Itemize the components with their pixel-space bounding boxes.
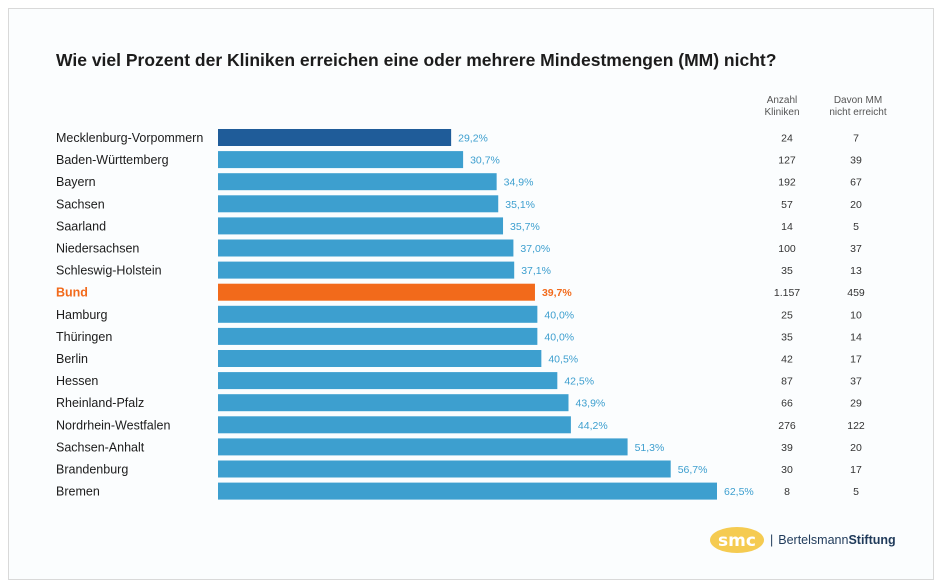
anzahl-kliniken-bremen: 8 (784, 486, 790, 498)
category-label-niedersachsen: Niedersachsen (56, 242, 139, 256)
bertelsmann-stiftung-logo: | BertelsmannStiftung (770, 533, 896, 547)
value-label-nordrhein-westfalen: 44,2% (578, 420, 608, 432)
bar-berlin (218, 350, 542, 367)
category-label-mecklenburg-vorpommern: Mecklenburg-Vorpommern (56, 131, 203, 145)
value-label-hessen: 42,5% (564, 376, 594, 388)
anzahl-kliniken-rheinland-pfalz: 66 (781, 398, 793, 410)
bar-brandenburg (218, 460, 671, 478)
anzahl-kliniken-bund: 1.157 (774, 287, 800, 299)
value-label-bayern: 34,9% (504, 177, 534, 189)
bar-niedersachsen (218, 239, 514, 257)
anzahl-kliniken-thueringen: 35 (781, 331, 793, 343)
value-label-sachsen: 35,1% (505, 199, 535, 211)
bar-mecklenburg-vorpommern (218, 129, 452, 146)
bar-sachsen-anhalt (218, 438, 628, 456)
davon-nicht-erreicht-hamburg: 10 (850, 309, 862, 321)
davon-nicht-erreicht-bund: 459 (847, 287, 865, 299)
value-label-bund: 39,7% (542, 287, 572, 299)
anzahl-kliniken-mecklenburg-vorpommern: 24 (781, 133, 793, 145)
value-label-thueringen: 40,0% (544, 331, 574, 343)
value-label-brandenburg: 56,7% (678, 464, 708, 476)
value-label-hamburg: 40,0% (544, 309, 574, 321)
category-label-thueringen: Thüringen (56, 330, 112, 344)
chart-title: Wie viel Prozent der Kliniken erreichen … (56, 50, 777, 70)
anzahl-kliniken-hamburg: 25 (781, 309, 793, 321)
anzahl-kliniken-sachsen: 57 (781, 199, 793, 211)
bar-bund (218, 283, 535, 301)
value-label-schleswig-holstein: 37,1% (521, 265, 551, 277)
davon-nicht-erreicht-mecklenburg-vorpommern: 7 (853, 133, 859, 145)
davon-nicht-erreicht-sachsen: 20 (850, 199, 862, 211)
bar-bremen (218, 482, 717, 500)
davon-nicht-erreicht-rheinland-pfalz: 29 (850, 398, 862, 410)
davon-nicht-erreicht-nordrhein-westfalen: 122 (847, 420, 865, 432)
davon-nicht-erreicht-thueringen: 14 (850, 331, 862, 343)
davon-nicht-erreicht-brandenburg: 17 (850, 464, 862, 476)
category-label-berlin: Berlin (56, 352, 88, 366)
value-label-niedersachsen: 37,0% (520, 243, 550, 255)
category-label-brandenburg: Brandenburg (56, 463, 128, 477)
bar-hamburg (218, 305, 538, 323)
davon-nicht-erreicht-niedersachsen: 37 (850, 243, 862, 255)
category-label-hamburg: Hamburg (56, 308, 107, 322)
value-label-bremen: 62,5% (724, 486, 754, 498)
anzahl-kliniken-saarland: 14 (781, 221, 793, 233)
davon-nicht-erreicht-baden-wuerttemberg: 39 (850, 155, 862, 167)
category-label-baden-wuerttemberg: Baden-Württemberg (56, 153, 169, 167)
column-header-davon-mm: Davon MM nicht erreicht (829, 95, 887, 118)
davon-nicht-erreicht-sachsen-anhalt: 20 (850, 442, 862, 454)
bar-nordrhein-westfalen (218, 416, 571, 434)
value-label-baden-wuerttemberg: 30,7% (470, 155, 500, 167)
category-label-nordrhein-westfalen: Nordrhein-Westfalen (56, 418, 170, 432)
davon-nicht-erreicht-schleswig-holstein: 13 (850, 265, 862, 277)
anzahl-kliniken-berlin: 42 (781, 354, 793, 366)
anzahl-kliniken-nordrhein-westfalen: 276 (778, 420, 796, 432)
category-label-bund: Bund (56, 286, 88, 300)
category-label-bremen: Bremen (56, 485, 100, 499)
category-label-rheinland-pfalz: Rheinland-Pfalz (56, 396, 144, 410)
bar-hessen (218, 372, 558, 390)
anzahl-kliniken-sachsen-anhalt: 39 (781, 442, 793, 454)
anzahl-kliniken-brandenburg: 30 (781, 464, 793, 476)
bar-schleswig-holstein (218, 261, 515, 279)
category-label-bayern: Bayern (56, 175, 96, 189)
column-header-anzahl-kliniken: Anzahl Kliniken (764, 95, 800, 118)
smc-logo-text: smc (718, 531, 756, 551)
category-label-hessen: Hessen (56, 374, 98, 388)
category-label-sachsen-anhalt: Sachsen-Anhalt (56, 440, 145, 454)
bar-sachsen (218, 195, 499, 213)
bar-bayern (218, 173, 497, 191)
anzahl-kliniken-bayern: 192 (778, 177, 796, 189)
davon-nicht-erreicht-bremen: 5 (853, 486, 859, 498)
bar-thueringen (218, 327, 538, 345)
bar-saarland (218, 217, 504, 235)
anzahl-kliniken-baden-wuerttemberg: 127 (778, 155, 796, 167)
anzahl-kliniken-niedersachsen: 100 (778, 243, 796, 255)
davon-nicht-erreicht-berlin: 17 (850, 354, 862, 366)
smc-logo: smc (710, 527, 764, 553)
value-label-mecklenburg-vorpommern: 29,2% (458, 133, 488, 145)
anzahl-kliniken-schleswig-holstein: 35 (781, 265, 793, 277)
category-label-sachsen: Sachsen (56, 197, 105, 211)
category-label-saarland: Saarland (56, 219, 106, 233)
davon-nicht-erreicht-bayern: 67 (850, 177, 862, 189)
value-label-berlin: 40,5% (548, 354, 578, 366)
bar-baden-wuerttemberg (218, 151, 464, 169)
value-label-rheinland-pfalz: 43,9% (575, 398, 605, 410)
davon-nicht-erreicht-hessen: 37 (850, 376, 862, 388)
category-label-schleswig-holstein: Schleswig-Holstein (56, 264, 162, 278)
davon-nicht-erreicht-saarland: 5 (853, 221, 859, 233)
bar-rheinland-pfalz (218, 394, 569, 412)
anzahl-kliniken-hessen: 87 (781, 376, 793, 388)
value-label-saarland: 35,7% (510, 221, 540, 233)
value-label-sachsen-anhalt: 51,3% (635, 442, 665, 454)
